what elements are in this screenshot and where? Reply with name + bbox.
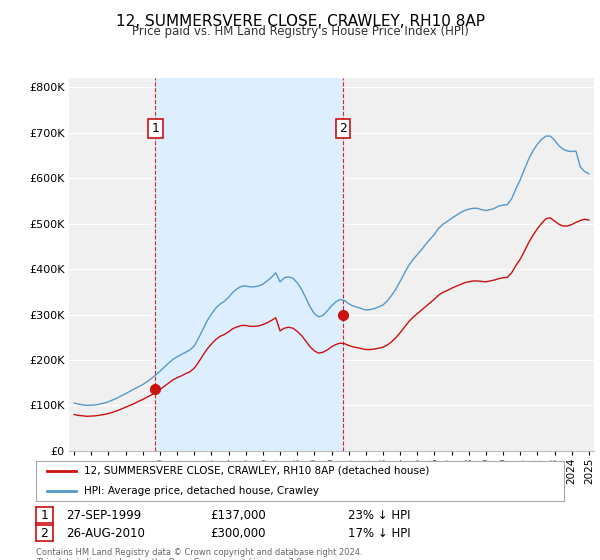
Text: 12, SUMMERSVERE CLOSE, CRAWLEY, RH10 8AP: 12, SUMMERSVERE CLOSE, CRAWLEY, RH10 8AP (115, 14, 485, 29)
Text: £300,000: £300,000 (210, 526, 265, 540)
Text: £137,000: £137,000 (210, 508, 266, 522)
Text: Price paid vs. HM Land Registry's House Price Index (HPI): Price paid vs. HM Land Registry's House … (131, 25, 469, 38)
Text: 1: 1 (40, 508, 49, 522)
Text: 2: 2 (40, 526, 49, 540)
Bar (155, 78, 343, 451)
Text: 12, SUMMERSVERE CLOSE, CRAWLEY, RH10 8AP (detached house): 12, SUMMERSVERE CLOSE, CRAWLEY, RH10 8AP… (83, 466, 429, 476)
Text: 2: 2 (339, 122, 347, 135)
Text: 17% ↓ HPI: 17% ↓ HPI (348, 526, 410, 540)
Text: 27-SEP-1999: 27-SEP-1999 (66, 508, 141, 522)
Text: 26-AUG-2010: 26-AUG-2010 (66, 526, 145, 540)
Text: 23% ↓ HPI: 23% ↓ HPI (348, 508, 410, 522)
Text: Contains HM Land Registry data © Crown copyright and database right 2024.
This d: Contains HM Land Registry data © Crown c… (36, 548, 362, 560)
Text: 1: 1 (152, 122, 160, 135)
Text: HPI: Average price, detached house, Crawley: HPI: Average price, detached house, Craw… (83, 486, 319, 496)
